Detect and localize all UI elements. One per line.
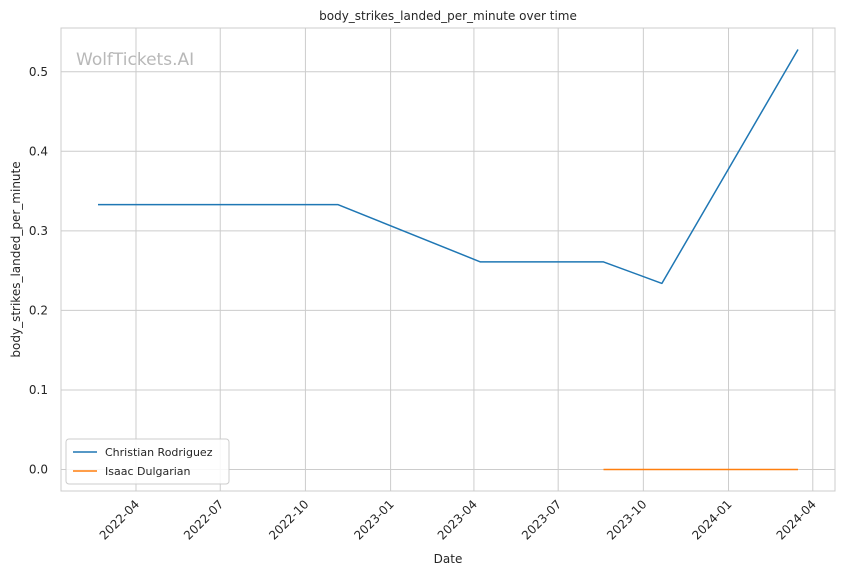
y-tick-label: 0.5 <box>29 65 48 79</box>
y-tick-labels: 0.0 0.1 0.2 0.3 0.4 0.5 <box>29 65 48 477</box>
series-lines <box>98 49 799 471</box>
x-tick-label: 2022-07 <box>181 497 226 542</box>
x-tick-label: 2022-10 <box>266 497 311 542</box>
x-tick-label: 2023-04 <box>435 497 480 542</box>
x-tick-label: 2023-10 <box>604 497 649 542</box>
x-tick-label: 2023-07 <box>519 497 564 542</box>
y-tick-label: 0.1 <box>29 383 48 397</box>
y-tick-label: 0.3 <box>29 224 48 238</box>
watermark: WolfTickets.AI <box>76 50 194 70</box>
chart-title: body_strikes_landed_per_minute over time <box>319 9 577 23</box>
x-tick-label: 2024-01 <box>689 497 734 542</box>
y-tick-label: 0.0 <box>29 463 48 477</box>
x-tick-label: 2024-04 <box>774 497 819 542</box>
grid <box>61 28 835 491</box>
x-tick-label: 2022-04 <box>97 497 142 542</box>
legend-box <box>65 438 230 485</box>
legend-entry-label: Isaac Dulgarian <box>105 465 191 478</box>
x-axis-label: Date <box>434 552 463 566</box>
x-tick-labels: 2022-04 2022-07 2022-10 2023-01 2023-04 2023-… <box>97 497 819 542</box>
x-tick-label: 2023-01 <box>351 497 396 542</box>
legend: Christian Rodriguez Isaac Dulgarian <box>65 438 230 485</box>
y-tick-label: 0.4 <box>29 144 48 158</box>
y-axis-label: body_strikes_landed_per_minute <box>9 161 23 357</box>
series-line-christian-rodriguez <box>98 49 799 285</box>
plot-frame <box>60 27 836 492</box>
y-tick-label: 0.2 <box>29 303 48 317</box>
legend-entry-label: Christian Rodriguez <box>105 446 213 459</box>
